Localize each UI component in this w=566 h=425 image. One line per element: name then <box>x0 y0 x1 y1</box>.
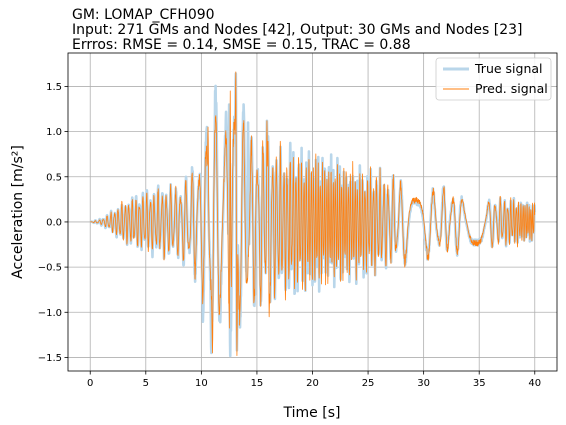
y-tick-label: −0.5 <box>38 263 62 274</box>
legend: True signal Pred. signal <box>435 57 552 101</box>
legend-true-label: True signal <box>474 61 543 76</box>
x-tick-label: 25 <box>362 378 375 389</box>
y-tick-label: 0.5 <box>46 172 62 183</box>
x-tick-label: 35 <box>473 378 486 389</box>
y-axis-label: Acceleration [m/s²] <box>10 145 26 279</box>
series-pred-signal <box>90 71 536 357</box>
y-tick-label: −1.0 <box>38 308 62 319</box>
chart-title-line-3: Errros: RMSE = 0.14, SMSE = 0.15, TRAC =… <box>72 37 411 53</box>
x-tick-label: 0 <box>87 378 93 389</box>
chart-title-line-2: Input: 271 GMs and Nodes [42], Output: 3… <box>72 22 523 38</box>
y-tick-label: 1.0 <box>46 127 62 138</box>
x-axis-label: Time [s] <box>283 405 341 421</box>
x-tick-label: 15 <box>251 378 264 389</box>
x-tick-label: 10 <box>195 378 208 389</box>
y-tick-label: 0.0 <box>46 217 62 228</box>
y-tick-label: −1.5 <box>38 353 62 364</box>
x-tick-label: 5 <box>143 378 149 389</box>
x-tick-label: 20 <box>306 378 319 389</box>
y-axis-ticks: −1.5 −1.0 −0.5 0.0 0.5 1.0 1.5 <box>38 82 68 364</box>
y-tick-label: 1.5 <box>46 82 62 93</box>
chart-title-line-1: GM: LOMAP_CFH090 <box>72 7 215 23</box>
x-tick-label: 40 <box>528 378 541 389</box>
x-tick-label: 30 <box>417 378 430 389</box>
x-axis-ticks: 0 5 10 15 20 25 30 35 40 <box>87 371 541 389</box>
legend-pred-label: Pred. signal <box>475 81 548 96</box>
series-layer <box>89 71 537 358</box>
